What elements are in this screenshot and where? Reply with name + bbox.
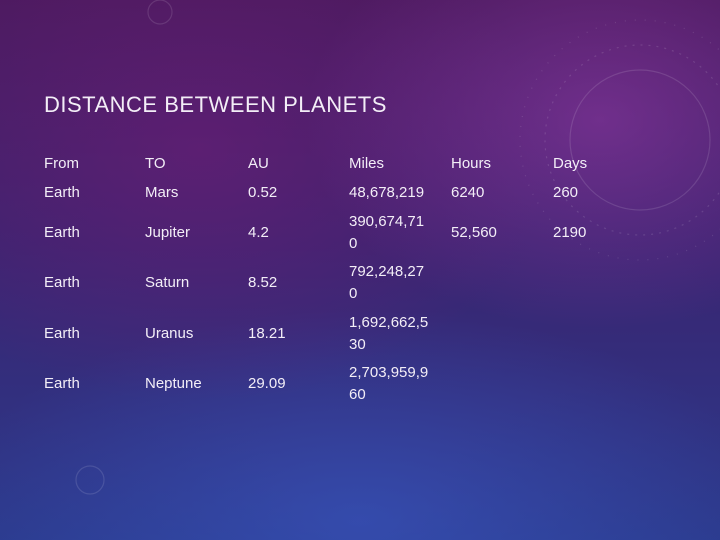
header-cell: From bbox=[44, 155, 79, 172]
table-cell: Neptune bbox=[145, 375, 202, 392]
table-cell: 18.21 bbox=[248, 325, 286, 342]
header-cell: AU bbox=[248, 155, 269, 172]
table-cell: Earth bbox=[44, 375, 80, 392]
table-cell: 6240 bbox=[451, 184, 485, 201]
table-cell: 0.52 bbox=[248, 184, 278, 201]
table-cell: Earth bbox=[44, 224, 80, 241]
header-cell: Days bbox=[553, 155, 588, 172]
header-cell: Hours bbox=[451, 155, 492, 172]
table-cell: Jupiter bbox=[145, 224, 191, 241]
table-cell: 260 bbox=[553, 184, 579, 201]
table-cell: 390,674,710 bbox=[349, 213, 425, 252]
table-cell: Mars bbox=[145, 184, 179, 201]
table-cell: 792,248,270 bbox=[349, 263, 425, 302]
table-cell: 4.2 bbox=[248, 224, 269, 241]
table-cell: Saturn bbox=[145, 274, 190, 291]
table-cell: 8.52 bbox=[248, 274, 278, 291]
slide-title: DISTANCE BETWEEN PLANETS bbox=[44, 92, 387, 117]
table-cell: 52,560 bbox=[451, 224, 497, 241]
header-cell: Miles bbox=[349, 155, 385, 172]
table-cell: 2,703,959,960 bbox=[349, 364, 429, 403]
table-cell: Earth bbox=[44, 184, 80, 201]
table-cell: 2190 bbox=[553, 224, 587, 241]
table-cell: 1,692,662,530 bbox=[349, 314, 429, 353]
table-cell: Uranus bbox=[145, 325, 194, 342]
table-cell: Earth bbox=[44, 274, 80, 291]
header-cell: TO bbox=[145, 155, 166, 172]
table-cell: 29.09 bbox=[248, 375, 286, 392]
table-cell: Earth bbox=[44, 325, 80, 342]
table-cell: 48,678,219 bbox=[349, 184, 425, 201]
